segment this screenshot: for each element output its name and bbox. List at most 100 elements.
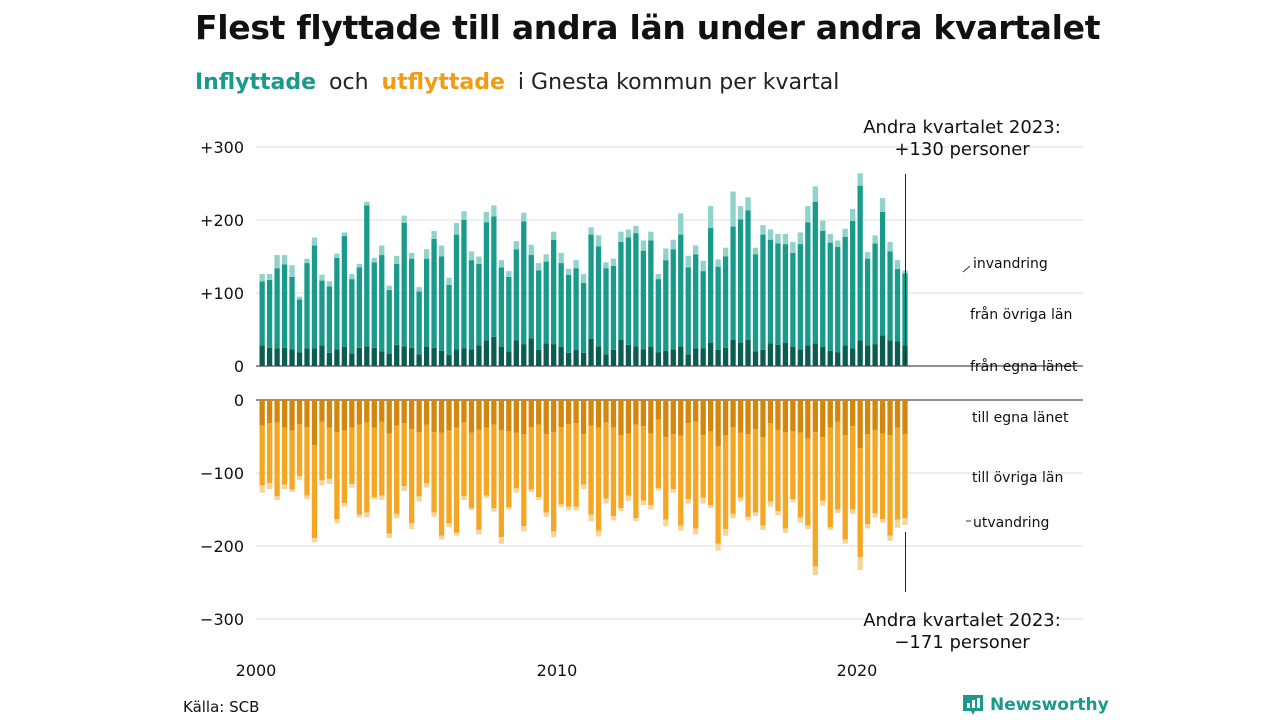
- bar-outflow-own-county: [595, 400, 602, 428]
- bar-inflow-other-counties: [894, 268, 901, 342]
- bar-outflow-other-counties: [513, 432, 519, 489]
- bar-inflow-immigration: [879, 198, 886, 212]
- bar-outflow-other-counties: [416, 432, 422, 497]
- bar-inflow-immigration: [551, 231, 557, 240]
- bar-inflow-immigration: [700, 260, 706, 272]
- bar-inflow-own-county: [760, 349, 766, 366]
- bar-outflow-emigration: [431, 512, 437, 517]
- bar-inflow-other-counties: [745, 210, 751, 340]
- bar-inflow-other-counties: [476, 263, 482, 346]
- bar-outflow-other-counties: [349, 427, 355, 484]
- bar-inflow-own-county: [685, 354, 691, 366]
- bar-inflow-other-counties: [670, 249, 676, 350]
- bar-outflow-emigration: [296, 475, 303, 481]
- bar-inflow-other-counties: [491, 216, 497, 337]
- bar-outflow-own-county: [618, 400, 624, 436]
- bar-inflow-immigration: [894, 260, 901, 269]
- bar-outflow-other-counties: [558, 427, 564, 505]
- bar-outflow-emigration: [745, 516, 751, 521]
- bar-inflow-immigration: [790, 241, 796, 253]
- bar-inflow-other-counties: [618, 241, 624, 340]
- bar-outflow-own-county: [311, 400, 318, 446]
- bar-inflow-other-counties: [857, 185, 863, 341]
- bar-outflow-emigration: [737, 497, 744, 502]
- bar-inflow-other-counties: [655, 279, 661, 353]
- subtitle-and: och: [329, 70, 369, 95]
- series-label-till-egna-lanet: till egna länet: [972, 410, 1069, 426]
- bar-outflow-emigration: [573, 506, 579, 511]
- bar-inflow-immigration: [394, 255, 400, 264]
- bar-outflow-other-counties: [857, 448, 863, 557]
- bar-inflow-immigration: [476, 256, 482, 264]
- bar-inflow-own-county: [820, 347, 826, 366]
- bar-outflow-emigration: [603, 498, 609, 504]
- bar-inflow-immigration: [693, 245, 699, 255]
- bar-outflow-own-county: [820, 400, 826, 438]
- bar-outflow-own-county: [685, 400, 691, 424]
- bar-inflow-immigration: [513, 241, 519, 250]
- bar-inflow-immigration: [334, 253, 340, 258]
- bar-outflow-emigration: [543, 512, 549, 517]
- series-label-invandring: invandring: [973, 256, 1048, 272]
- bar-outflow-own-county: [528, 400, 534, 428]
- bar-inflow-immigration: [655, 274, 661, 280]
- bar-inflow-immigration: [678, 213, 684, 235]
- callout-bottom-line1: Andra kvartalet 2023:: [863, 610, 1061, 631]
- bar-inflow-own-county: [812, 343, 818, 366]
- y-tick-label-top: +200: [200, 211, 244, 230]
- bar-outflow-own-county: [625, 400, 632, 434]
- bar-inflow-immigration: [708, 206, 714, 229]
- y-tick-label-bottom: −300: [200, 610, 244, 629]
- bar-outflow-other-counties: [730, 427, 736, 514]
- bar-outflow-other-counties: [700, 435, 706, 498]
- bar-inflow-other-counties: [506, 276, 512, 352]
- bar-inflow-own-county: [835, 352, 841, 366]
- bar-inflow-other-counties: [446, 284, 452, 356]
- bar-inflow-other-counties: [289, 276, 295, 350]
- bar-inflow-other-counties: [266, 279, 273, 348]
- bar-inflow-immigration: [356, 263, 362, 268]
- bar-outflow-own-county: [655, 400, 661, 420]
- bar-inflow-own-county: [708, 342, 714, 366]
- bar-inflow-immigration: [663, 248, 669, 261]
- callout-bottom-line2: −171 personer: [894, 632, 1030, 653]
- bar-outflow-emigration: [409, 523, 415, 530]
- bar-outflow-emigration: [401, 486, 407, 492]
- bar-outflow-other-counties: [468, 432, 475, 509]
- bar-outflow-emigration: [551, 531, 557, 538]
- bar-inflow-immigration: [266, 274, 273, 280]
- bar-outflow-other-counties: [319, 421, 325, 481]
- bar-outflow-own-county: [902, 400, 908, 435]
- bar-inflow-other-counties: [386, 290, 392, 354]
- bar-inflow-other-counties: [536, 270, 542, 350]
- bar-outflow-own-county: [468, 400, 475, 433]
- bar-outflow-other-counties: [618, 435, 624, 509]
- bar-inflow-own-county: [274, 348, 280, 366]
- bar-inflow-immigration: [842, 228, 848, 237]
- bar-inflow-other-counties: [371, 262, 377, 348]
- bar-inflow-other-counties: [379, 255, 385, 352]
- bar-outflow-other-counties: [752, 429, 759, 513]
- bar-inflow-own-county: [543, 343, 549, 366]
- bar-inflow-immigration: [446, 277, 452, 285]
- series-label-fran-ovriga-lan: från övriga län: [970, 306, 1072, 323]
- bar-outflow-other-counties: [767, 423, 774, 502]
- bar-outflow-own-county: [349, 400, 355, 428]
- bar-inflow-immigration: [805, 206, 811, 223]
- bar-inflow-immigration: [820, 220, 826, 231]
- migration-chart: +300 +200 +100 0 0 −100 −200 −300 2000 2010 2020 An…: [200, 117, 1083, 680]
- bar-outflow-emigration: [872, 513, 878, 518]
- bar-inflow-other-counties: [356, 267, 362, 348]
- bar-outflow-emigration: [588, 514, 594, 522]
- bar-outflow-other-counties: [334, 432, 340, 519]
- bar-outflow-emigration: [498, 537, 504, 544]
- bar-outflow-own-county: [423, 400, 430, 425]
- bar-inflow-own-county: [431, 347, 437, 366]
- bar-inflow-own-county: [670, 349, 676, 366]
- chart-title: Flest flyttade till andra län under andr…: [195, 8, 1101, 47]
- bar-outflow-other-counties: [864, 434, 871, 525]
- bar-outflow-own-county: [588, 400, 594, 426]
- bar-inflow-own-county: [805, 345, 811, 366]
- bar-outflow-emigration: [842, 539, 848, 544]
- bar-inflow-own-county: [386, 353, 392, 366]
